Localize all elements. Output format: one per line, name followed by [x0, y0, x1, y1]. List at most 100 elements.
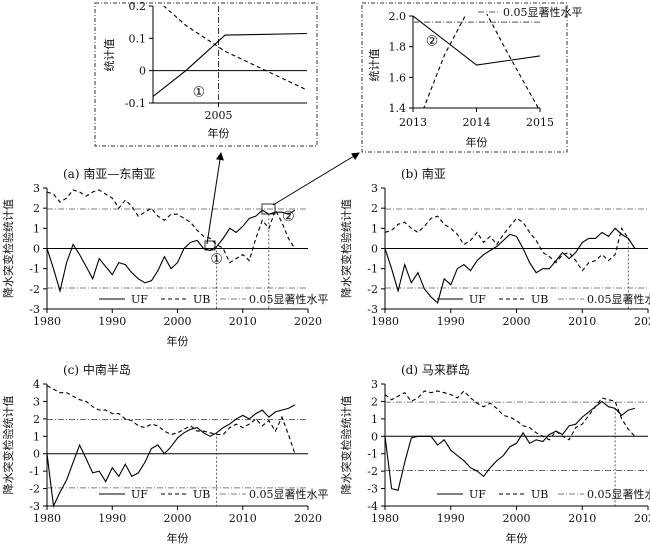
x-tick-label: 2000 — [164, 315, 192, 328]
y-tick-label: 3 — [33, 395, 40, 408]
x-tick-label: 1990 — [437, 315, 465, 328]
legend-sig-label: 0.05显著性水平 — [249, 292, 329, 306]
legend: UF UB 0.05显著性水平 — [99, 487, 329, 501]
y-tick-label: 0 — [371, 430, 378, 443]
marker-label: ② — [426, 34, 439, 50]
panel-title: (c) 中南半岛 — [63, 362, 131, 377]
y-tick-label: 1 — [33, 222, 40, 235]
y-axis-label: 降水突变检验统计值 — [1, 396, 15, 495]
panel-c: 1980 1990 2000 2010 2020 -3 -2 -1 0 1 2 3 4 (c) 中南半岛降… — [1, 362, 329, 545]
x-tick-label: 1980 — [33, 512, 61, 525]
x-tick-label: 2020 — [634, 315, 650, 328]
x-axis-label: 年份 — [466, 135, 488, 149]
y-tick-label: -2 — [29, 483, 40, 496]
y-tick-label: -2 — [29, 283, 40, 296]
y-tick-label: -1 — [29, 465, 40, 478]
y-tick-label: 2 — [371, 395, 378, 408]
y-tick-label: -0.1 — [125, 97, 146, 110]
x-tick-label: 1980 — [371, 512, 399, 525]
legend-uf-label: UF — [469, 488, 486, 501]
connector-arrow-1 — [206, 152, 224, 245]
marker-label: ① — [193, 85, 206, 101]
y-tick-label: -2 — [367, 465, 378, 478]
legend-ub-label: UB — [531, 488, 548, 501]
series-ub-line — [384, 390, 636, 441]
y-tick-label: 0 — [33, 243, 40, 256]
y-tick-label: -4 — [367, 500, 378, 513]
y-tick-label: 0 — [371, 243, 378, 256]
legend-uf-label: UF — [131, 293, 148, 306]
x-tick-label: 2010 — [568, 512, 596, 525]
legend: UF UB 0.05显著性水平 — [437, 487, 650, 501]
y-tick-label: -3 — [29, 500, 40, 513]
x-tick-label: 1990 — [437, 512, 465, 525]
y-tick-label: 0.2 — [129, 0, 147, 13]
y-tick-label: -3 — [367, 483, 378, 496]
x-tick-label: 2000 — [164, 512, 192, 525]
legend-sig-label: 0.05显著性水平 — [249, 487, 329, 501]
y-tick-label: 0 — [33, 448, 40, 461]
y-tick-label: 2 — [33, 202, 40, 215]
y-tick-label: 3 — [33, 182, 40, 195]
x-tick-label: 2000 — [503, 315, 531, 328]
series-ub-line — [423, 14, 539, 108]
y-tick-label: 1.6 — [389, 71, 407, 84]
x-tick-label: 1990 — [98, 315, 126, 328]
x-tick-label: 2010 — [568, 315, 596, 328]
marker-label: ① — [210, 252, 223, 268]
x-axis-label: 年份 — [167, 531, 189, 545]
y-tick-label: -1 — [367, 263, 378, 276]
connector-arrow-2 — [272, 152, 360, 206]
y-tick-label: 3 — [371, 378, 378, 391]
panel-b: 1980 1990 2000 2010 2020 -3 -2 -1 0 1 2 3 (b) 南亚降水突变… — [339, 166, 650, 328]
panel-d: 1980 1990 2000 2010 2020 -4 -3 -2 -1 0 1 2 3 (d) 马来群岛… — [339, 362, 650, 545]
y-tick-label: 1.8 — [389, 41, 407, 54]
inset-frame — [361, 2, 568, 153]
legend-ub-label: UB — [193, 488, 210, 501]
y-tick-label: 1 — [371, 222, 378, 235]
y-tick-label: 2 — [33, 413, 40, 426]
y-tick-label: -1 — [367, 448, 378, 461]
series-uf-line — [153, 32, 307, 97]
series-uf-line — [384, 227, 636, 304]
x-axis-label: 年份 — [167, 334, 189, 348]
y-tick-label: 2.0 — [389, 10, 407, 23]
series-ub-line — [384, 215, 636, 272]
y-axis-label: 统计值 — [368, 49, 381, 82]
y-axis-label: 降水突变检验统计值 — [339, 199, 353, 298]
x-tick-label: 2020 — [634, 512, 650, 525]
series-uf-line — [46, 404, 296, 508]
series-ub-line — [46, 189, 296, 264]
zoom-box-2 — [261, 203, 276, 215]
y-tick-label: 4 — [33, 378, 40, 391]
y-tick-label: 3 — [371, 182, 378, 195]
marker-label: ② — [282, 209, 295, 225]
x-tick-label: 2005 — [205, 109, 233, 122]
y-tick-label: 1.4 — [389, 102, 407, 115]
legend: UF UB 0.05显著性水平 — [437, 292, 650, 306]
x-tick-label: 2010 — [229, 512, 257, 525]
y-tick-label: -1 — [29, 263, 40, 276]
x-tick-label: 2020 — [294, 315, 322, 328]
y-tick-label: 0 — [139, 65, 146, 78]
series-ub-line — [163, 6, 307, 91]
zoom-box-1 — [204, 240, 216, 251]
y-tick-label: -3 — [367, 303, 378, 316]
legend-sig-label: 0.05显著性水平 — [587, 292, 650, 306]
panel-title: (d) 马来群岛 — [401, 362, 470, 377]
panel-title: (a) 南亚—东南亚 — [63, 166, 155, 181]
x-tick-label: 2010 — [229, 315, 257, 328]
series-uf-line — [413, 15, 540, 66]
series-ub-line — [46, 385, 296, 454]
y-axis-label: 降水突变检验统计值 — [1, 199, 15, 298]
x-tick-label: 1980 — [371, 315, 399, 328]
x-tick-label: 1990 — [98, 512, 126, 525]
y-tick-label: 0.1 — [129, 32, 147, 45]
x-tick-label: 2014 — [463, 116, 491, 129]
panel-title: (b) 南亚 — [401, 166, 446, 181]
panel-a: 1980 1990 2000 2010 2020 -3 -2 -1 0 1 2 3 ① ② (a) 南亚—东… — [1, 166, 329, 348]
y-tick-label: 1 — [371, 413, 378, 426]
